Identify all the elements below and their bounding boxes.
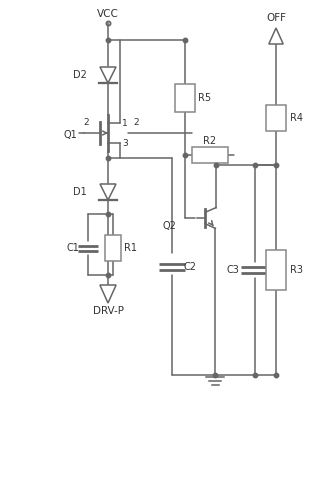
Text: Q2: Q2 xyxy=(162,221,176,231)
Text: R2: R2 xyxy=(203,136,216,146)
Polygon shape xyxy=(100,67,116,83)
Text: OFF: OFF xyxy=(266,13,286,23)
Polygon shape xyxy=(269,28,283,44)
Text: R1: R1 xyxy=(124,243,137,253)
Bar xyxy=(266,250,286,290)
Text: C3: C3 xyxy=(227,265,239,275)
Text: D2: D2 xyxy=(73,70,87,80)
Text: 1: 1 xyxy=(122,118,128,128)
Text: VCC: VCC xyxy=(97,9,119,19)
Text: R3: R3 xyxy=(290,265,303,275)
Text: R4: R4 xyxy=(290,113,303,123)
Text: C2: C2 xyxy=(184,262,197,272)
Text: R5: R5 xyxy=(198,92,211,103)
Text: 3: 3 xyxy=(122,138,128,147)
Polygon shape xyxy=(100,285,116,303)
Text: 2: 2 xyxy=(83,117,89,127)
Polygon shape xyxy=(100,184,116,200)
Text: D1: D1 xyxy=(73,187,87,197)
Text: 2: 2 xyxy=(133,117,139,127)
Text: C1: C1 xyxy=(67,243,79,253)
Bar xyxy=(105,235,121,261)
Bar xyxy=(175,83,195,111)
Text: Q1: Q1 xyxy=(63,130,77,140)
Text: DRV-P: DRV-P xyxy=(93,306,124,316)
Bar xyxy=(266,105,286,131)
Bar xyxy=(192,147,228,163)
